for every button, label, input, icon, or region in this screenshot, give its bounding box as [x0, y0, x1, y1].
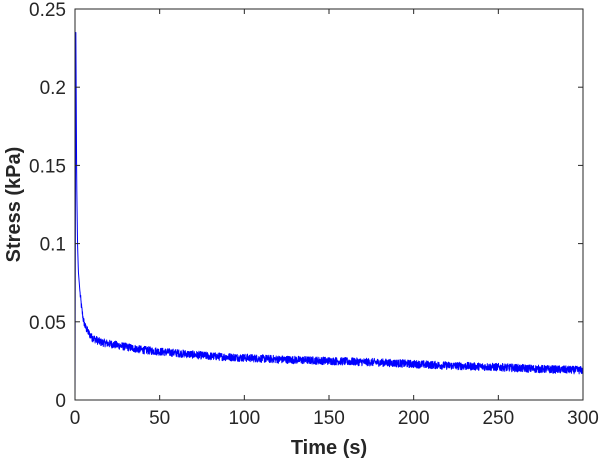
- y-tick-label: 0.1: [40, 235, 66, 256]
- x-tick-label: 50: [149, 408, 170, 429]
- x-tick-label: 300: [567, 408, 599, 429]
- y-tick-label: 0.05: [29, 313, 66, 334]
- plot-background: [75, 9, 583, 400]
- y-tick-label: 0.15: [29, 156, 66, 177]
- stress-series-line: [74, 31, 584, 401]
- y-tick-label: 0.2: [40, 78, 66, 99]
- x-tick-label: 100: [228, 408, 260, 429]
- y-tick-label: 0.25: [29, 0, 66, 21]
- series-layer: [74, 31, 584, 401]
- x-tick-label: 150: [313, 408, 345, 429]
- x-tick-label: 200: [398, 408, 430, 429]
- y-tick-label: 0: [55, 391, 66, 412]
- tick-layer: 0 50 100 150 200 250 300 0 0.05 0.1 0.15 0.2 0.25: [29, 0, 599, 429]
- plot-area: [75, 9, 583, 400]
- x-tick-label: 0: [70, 408, 81, 429]
- y-axis-label: Stress (kPa): [3, 147, 25, 263]
- x-axis-label: Time (s): [291, 437, 367, 459]
- x-tick-label: 250: [482, 408, 514, 429]
